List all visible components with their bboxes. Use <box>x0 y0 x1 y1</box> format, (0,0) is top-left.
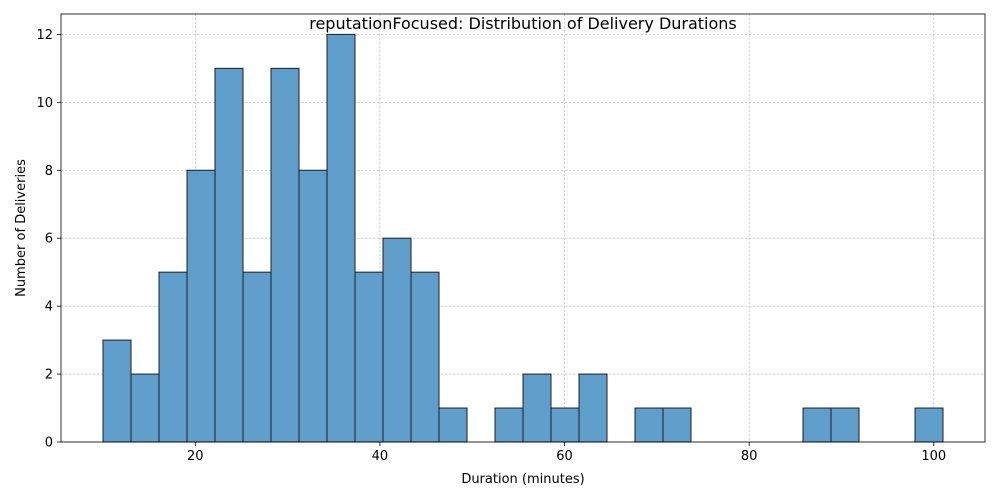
histogram-bar <box>438 407 468 443</box>
histogram-bar <box>326 33 356 443</box>
histogram-bar <box>494 407 524 443</box>
histogram-bar <box>158 271 188 443</box>
histogram-bar <box>214 67 244 443</box>
y-tick-label: 4 <box>45 300 53 315</box>
histogram-bar <box>830 407 860 443</box>
histogram-bar <box>914 407 944 443</box>
y-tick-label: 2 <box>45 368 53 383</box>
histogram-bar <box>130 373 160 443</box>
histogram-bar <box>522 373 552 443</box>
histogram-bar <box>186 169 216 443</box>
histogram-bar <box>102 339 132 443</box>
histogram-bar <box>354 271 384 443</box>
y-axis-label: Number of Deliveries <box>14 159 29 297</box>
histogram-bars <box>102 33 944 443</box>
x-tick-label: 100 <box>921 449 946 464</box>
x-tick-label: 40 <box>372 449 389 464</box>
y-tick-label: 8 <box>45 164 53 179</box>
y-tick-label: 6 <box>45 232 53 247</box>
histogram-bar <box>634 407 664 443</box>
histogram-bar <box>270 67 300 443</box>
histogram-bar <box>550 407 580 443</box>
y-tick-label: 12 <box>36 28 53 43</box>
plot-frame <box>60 13 986 443</box>
histogram-bar <box>382 237 412 443</box>
chart-title: reputationFocused: Distribution of Deliv… <box>309 14 737 33</box>
x-axis-label: Duration (minutes) <box>461 472 584 487</box>
x-tick-label: 20 <box>187 449 204 464</box>
x-tick-label: 80 <box>741 449 758 464</box>
x-tick-label: 60 <box>556 449 573 464</box>
histogram-bar <box>802 407 832 443</box>
histogram-bar <box>410 271 440 443</box>
y-tick-label: 0 <box>45 436 53 451</box>
axis-ticks: 20 40 60 80 100 0 2 4 6 8 10 12 <box>36 28 946 464</box>
histogram-bar <box>662 407 692 443</box>
histogram-bar <box>298 169 328 443</box>
histogram-bar <box>242 271 272 443</box>
histogram-bar <box>578 373 608 443</box>
y-tick-label: 10 <box>36 96 53 111</box>
